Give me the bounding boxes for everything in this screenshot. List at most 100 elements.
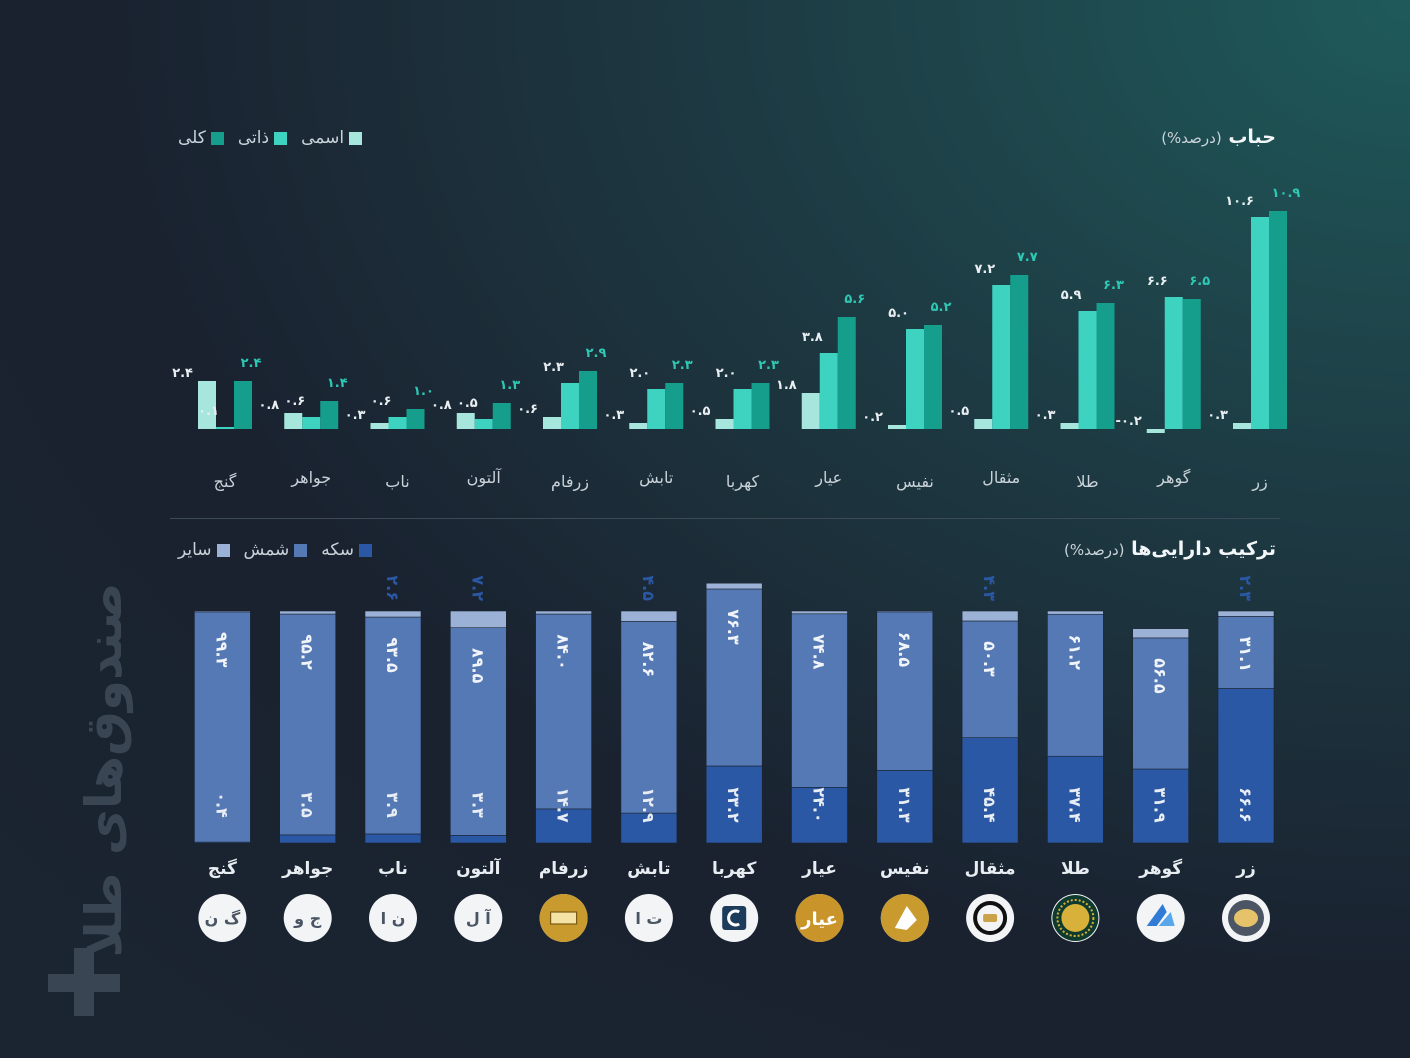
bubble-label-intrinsic: ۲.۳ <box>543 360 564 375</box>
composition-category-label: آلتون <box>456 857 501 879</box>
composition-bar-segment <box>535 610 592 615</box>
bubble-chart-title: حباب (درصد%) <box>1161 126 1276 148</box>
bubble-bar <box>1233 423 1251 429</box>
bubble-bar <box>216 427 234 429</box>
composition-bar-segment <box>1217 688 1275 844</box>
composition-bar-segment <box>364 610 422 618</box>
bubble-label-nominal: ۲.۴ <box>172 366 193 381</box>
bubble-category-label: ناب <box>385 472 409 491</box>
section-divider <box>170 518 1280 519</box>
bullion-value-label: ۷۶.۳ <box>724 609 743 645</box>
composition-category-label: جواهر <box>281 859 333 879</box>
bullion-value-label: ۵۰.۳ <box>980 641 999 677</box>
composition-category-label: زر <box>1235 859 1256 879</box>
other-value-label: ۲.۳ <box>1236 575 1255 601</box>
bubble-category-label: زرفام <box>551 472 589 492</box>
bubble-bar <box>406 409 425 429</box>
composition-bar-segment <box>791 610 848 615</box>
composition-chart-subtitle: (درصد%) <box>1064 541 1125 559</box>
bubble-label-intrinsic: ۵.۰ <box>888 306 909 321</box>
bubble-bar <box>888 425 906 429</box>
coin-label-group: ۳.۳ <box>468 792 487 818</box>
coin-value-label: ۳۷.۴ <box>1065 787 1084 823</box>
composition-bar-segment <box>620 621 678 814</box>
composition-category-label: تابش <box>627 859 670 879</box>
composition-category-label: مثقال <box>965 859 1016 879</box>
composition-bar-segment <box>876 610 934 613</box>
bullion-label-group: ۷۶.۳ <box>724 609 743 645</box>
legend-item-nominal: اسمی <box>301 128 363 148</box>
bubble-bar <box>1096 303 1115 429</box>
legend-item-total: کلی <box>178 128 224 148</box>
composition-bar-segment <box>961 620 1019 738</box>
bubble-label-intrinsic: ۵.۹ <box>1061 288 1082 303</box>
other-label-group: ۲.۶ <box>383 575 402 601</box>
letters-logo-icon <box>454 894 503 942</box>
bullion-label-group: ۶۱.۲ <box>1065 635 1084 671</box>
bubble-category-label: جواهر <box>290 468 331 488</box>
composition-bar-segment <box>791 787 848 844</box>
letters-logo-icon <box>624 894 673 942</box>
bubble-category-label: گوهر <box>1156 468 1191 488</box>
bubble-label-nominal: ۰.۳ <box>603 408 624 423</box>
bubble-bar <box>474 419 493 429</box>
bubble-label-total: ۲.۹ <box>586 346 607 361</box>
other-value-label: ۷.۲ <box>468 575 487 601</box>
bubble-bar <box>1078 311 1097 429</box>
coin-label-group: ۱۴.۷ <box>554 787 573 823</box>
bubble-bar <box>906 329 924 429</box>
goldbar-shape <box>549 911 578 925</box>
composition-bar-segment <box>876 611 934 771</box>
composition-bar-segment <box>1047 613 1104 757</box>
other-value-label: ۴.۵ <box>639 575 658 601</box>
bubble-label-intrinsic: ۰.۵ <box>457 396 478 411</box>
bubble-bar <box>543 417 561 429</box>
bullion-value-label: ۹۹.۳ <box>212 632 231 668</box>
bubble-label-total: ۶.۳ <box>1103 278 1124 293</box>
bubble-label-nominal: ۰.۵ <box>948 404 969 419</box>
letters-logo-icon <box>369 894 417 942</box>
legend-item-bullion: شمش <box>244 540 308 560</box>
bubble-bar <box>1164 297 1183 429</box>
bubble-bar <box>819 353 838 429</box>
composition-bar-segment <box>279 834 337 844</box>
coin-value-label: ۴۵.۴ <box>980 787 999 823</box>
coin-value-label: ۳۱.۳ <box>895 787 914 823</box>
bubble-label-total: ۷.۷ <box>1017 250 1038 265</box>
composition-category-label: نفیس <box>880 859 930 879</box>
composition-bar-segment <box>1132 637 1189 770</box>
bubble-bar <box>924 325 942 429</box>
composition-bar-segment <box>1217 616 1275 689</box>
bubble-chart-subtitle: (درصد%) <box>1161 129 1222 147</box>
bullion-label-group: ۹۵.۲ <box>298 634 317 670</box>
bubble-label-intrinsic: ۰.۱ <box>198 404 219 419</box>
bubble-label-nominal: ۰.۸ <box>258 398 279 413</box>
bubble-label-intrinsic: ۰.۶ <box>371 394 392 409</box>
coin-value-label: ۳.۵ <box>298 792 317 818</box>
bullion-value-label: ۸۲.۶ <box>639 642 658 677</box>
bubble-bar <box>302 417 321 429</box>
bubble-label-total: ۵.۲ <box>931 300 952 315</box>
bubble-bar <box>579 371 597 429</box>
bubble-bar <box>284 413 303 429</box>
other-value-label: ۴.۳ <box>980 575 999 601</box>
coin-value-label: ۳.۹ <box>383 792 402 818</box>
coin-value-label: ۲۴.۰ <box>810 787 829 822</box>
ayar-logo-text: عیار <box>800 909 838 930</box>
composition-bar-segment <box>961 737 1019 844</box>
composition-bar-segment <box>364 833 422 844</box>
composition-category-label: عیار <box>801 859 837 879</box>
composition-category-label: زرفام <box>539 859 589 879</box>
bubble-bar <box>992 285 1011 429</box>
composition-bar-segment <box>1047 755 1104 844</box>
bubble-label-nominal: ۰.۳ <box>1035 408 1056 423</box>
legend-item-intrinsic: ذاتی <box>238 128 288 148</box>
bubble-label-nominal: ۱.۸ <box>776 378 797 393</box>
coin-label-group: ۲۴.۰ <box>810 787 829 822</box>
composition-bar-segment <box>449 835 507 844</box>
bubble-bar <box>320 401 339 429</box>
composition-bar-segment <box>194 611 251 843</box>
bullion-label-group: ۹۳.۵ <box>383 637 402 673</box>
coin-label-group: ۶۶.۶ <box>1236 787 1255 822</box>
